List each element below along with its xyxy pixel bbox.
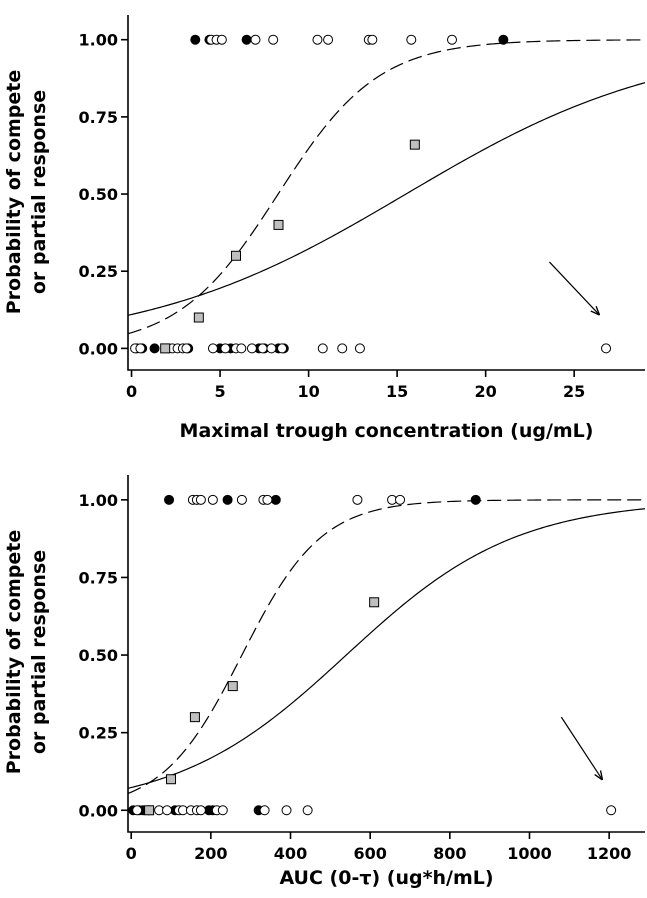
x-tick-label: 10 — [297, 382, 319, 401]
gray-square-point — [231, 250, 242, 261]
filled-circle-point — [498, 34, 509, 45]
x-tick-label: 400 — [274, 844, 307, 863]
y-axis-title: Probability of compete or partial respons… — [3, 530, 50, 775]
panel-top: 0.00 0.25 0.50 0.75 1.00 0 5 10 15 20 25 Maximal tr… — [3, 15, 646, 442]
x-axis-title: Maximal trough concentration (ug/mL) — [180, 420, 594, 442]
open-circle-point — [606, 805, 617, 816]
open-circle-point — [312, 34, 323, 45]
open-circle-point — [207, 343, 218, 354]
y-tick-label: 1.00 — [79, 491, 118, 510]
gray-square-point — [369, 597, 380, 608]
filled-circle-point — [149, 343, 160, 354]
filled-circle-point — [222, 494, 233, 505]
y-tick-label: 0.25 — [79, 262, 118, 281]
x-tick-label: 5 — [214, 382, 225, 401]
open-circle-point — [259, 805, 270, 816]
open-circle-point — [281, 805, 292, 816]
y-axis-title: Probability of compete or partial respons… — [3, 70, 50, 315]
open-circle-point — [323, 34, 334, 45]
x-tick-label: 0 — [126, 382, 137, 401]
x-tick-label: 800 — [433, 844, 466, 863]
filled-circle-point — [270, 494, 281, 505]
y-tick-label: 0.50 — [79, 185, 118, 204]
open-circle-point — [217, 805, 228, 816]
x-tick-label: 200 — [194, 844, 227, 863]
y-axis-title-line: or partial response — [28, 550, 50, 754]
filled-circle-point — [190, 34, 201, 45]
open-circle-point — [181, 343, 192, 354]
y-axis-title-line: Probability of compete — [3, 530, 25, 775]
open-circle-point — [216, 34, 227, 45]
open-circle-point — [132, 805, 143, 816]
x-tick-label: 15 — [386, 382, 408, 401]
y-tick-label: 0.75 — [79, 568, 118, 587]
y-tick-label: 0.75 — [79, 108, 118, 127]
open-circle-point — [317, 343, 328, 354]
filled-circle-point — [470, 494, 481, 505]
open-circle-point — [354, 343, 365, 354]
x-tick-label: 600 — [353, 844, 386, 863]
open-circle-point — [250, 34, 261, 45]
gray-square-point — [160, 343, 171, 354]
gray-square-point — [273, 219, 284, 230]
open-circle-point — [447, 34, 458, 45]
y-tick-label: 1.00 — [79, 31, 118, 50]
open-circle-point — [302, 805, 313, 816]
panel-bottom: 0.00 0.25 0.50 0.75 1.00 0 200 400 600 800 1000 120… — [3, 475, 646, 889]
open-circle-point — [352, 494, 363, 505]
gray-square-point — [227, 681, 238, 692]
arrow-annotation — [548, 261, 599, 314]
arrow-annotation — [560, 716, 602, 779]
y-tick-label: 0.00 — [79, 801, 118, 820]
x-tick-label: 0 — [126, 844, 137, 863]
x-tick-label: 25 — [563, 382, 585, 401]
open-circle-point — [195, 494, 206, 505]
open-circle-point — [268, 34, 279, 45]
open-circle-point — [266, 343, 277, 354]
logistic-curve-solid — [127, 82, 646, 316]
x-tick-label: 1000 — [507, 844, 552, 863]
filled-circle-point — [164, 494, 175, 505]
filled-circle-point — [241, 34, 252, 45]
logistic-curve-solid — [127, 508, 646, 789]
open-circle-point — [135, 343, 146, 354]
gray-square-point — [193, 312, 204, 323]
logistic-curve-dashed — [127, 39, 646, 335]
open-circle-point — [162, 805, 173, 816]
gray-square-point — [144, 805, 155, 816]
open-circle-point — [220, 343, 231, 354]
y-tick-label: 0.00 — [79, 339, 118, 358]
y-axis-title-line: Probability of compete — [3, 70, 25, 315]
y-axis-title-line: or partial response — [28, 90, 50, 294]
logistic-curve-dashed — [127, 499, 645, 795]
axis-frame — [127, 15, 645, 371]
open-circle-point — [236, 494, 247, 505]
open-circle-point — [601, 343, 612, 354]
open-circle-point — [277, 343, 288, 354]
x-tick-label: 20 — [475, 382, 497, 401]
open-circle-point — [236, 343, 247, 354]
open-circle-point — [207, 494, 218, 505]
open-circle-point — [257, 343, 268, 354]
open-circle-point — [195, 805, 206, 816]
open-circle-point — [367, 34, 378, 45]
y-tick-label: 0.25 — [79, 724, 118, 743]
open-circle-point — [246, 343, 257, 354]
axis-frame — [127, 475, 645, 833]
open-circle-point — [395, 494, 406, 505]
gray-square-point — [189, 712, 200, 723]
open-circle-point — [406, 34, 417, 45]
y-tick-label: 0.50 — [79, 646, 118, 665]
gray-square-point — [409, 139, 420, 150]
x-tick-label: 1200 — [587, 844, 632, 863]
x-axis-title: AUC (0-τ) (ug*h/mL) — [279, 867, 493, 889]
open-circle-point — [337, 343, 348, 354]
gray-square-point — [166, 774, 177, 785]
open-circle-point — [262, 494, 273, 505]
